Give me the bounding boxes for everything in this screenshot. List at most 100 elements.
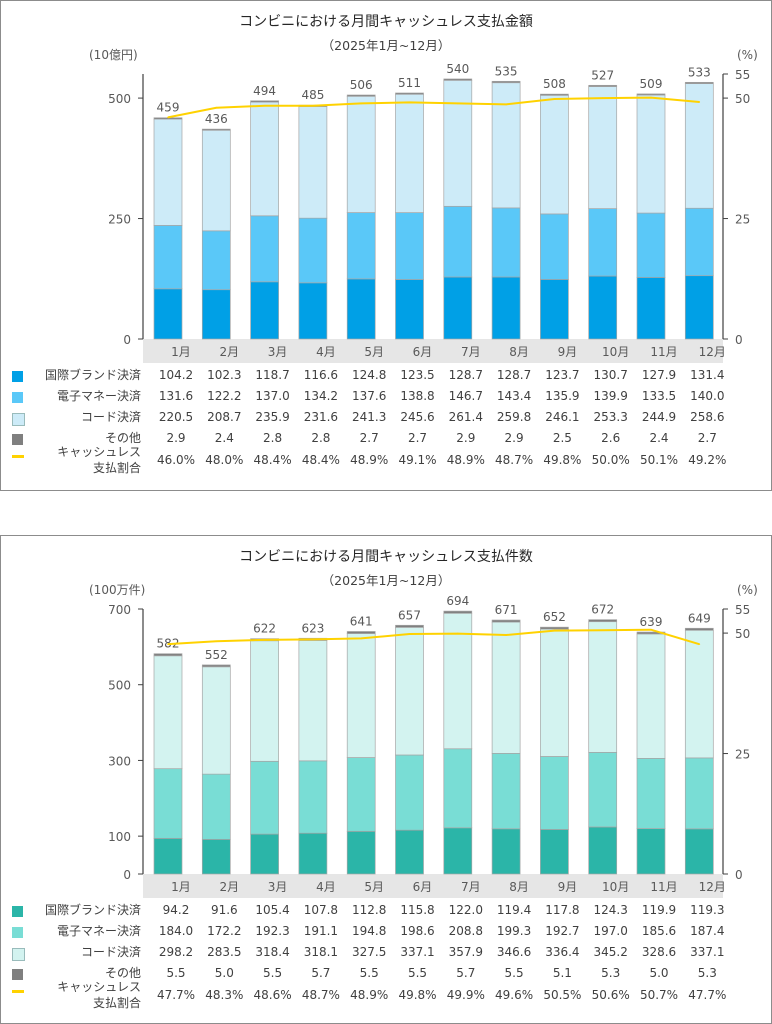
- bar-segment-2: [540, 756, 569, 830]
- table-cell: 298.2: [158, 945, 194, 959]
- bar-segment-3: [684, 83, 714, 209]
- bar-segment-3: [588, 621, 618, 753]
- bar-segment-3: [153, 655, 183, 770]
- bar-segment-4: [395, 92, 424, 95]
- total-label: 506: [350, 78, 373, 92]
- bar-segment-3: [636, 633, 666, 759]
- table-cell: 134.2: [303, 389, 339, 403]
- bar-segment-2: [153, 225, 183, 290]
- ratio-point: [553, 629, 556, 632]
- ratio-point: [505, 103, 507, 106]
- legend-swatch: [12, 392, 23, 403]
- y-axis-unit: (100万件): [89, 583, 145, 597]
- category-label: 11月: [650, 880, 677, 894]
- category-label: 5月: [364, 345, 384, 359]
- category-label: 3月: [268, 345, 288, 359]
- category-label: 7月: [461, 345, 481, 359]
- category-label: 5月: [364, 880, 384, 894]
- table-cell: 2.8: [263, 431, 283, 445]
- table-cell: 2.9: [166, 431, 186, 445]
- y2-tick-label: 0: [735, 868, 743, 882]
- table-cell: 208.8: [448, 924, 483, 938]
- table-cell: 2.9: [456, 431, 476, 445]
- bar-segment-1: [346, 830, 376, 875]
- bar-segment-2: [684, 757, 714, 830]
- table-cell: 192.7: [545, 924, 580, 938]
- bar-segment-1: [201, 838, 231, 875]
- ratio-point: [167, 116, 169, 119]
- total-label: 622: [253, 622, 276, 636]
- table-cell: 5.1: [552, 966, 572, 980]
- bar-segment-1: [298, 282, 328, 340]
- table-cell: 187.4: [690, 924, 725, 938]
- legend-swatch: [12, 927, 23, 938]
- bar-segment-1: [395, 829, 424, 875]
- table-cell: 2.4: [649, 431, 669, 445]
- bar-segment-3: [250, 101, 279, 217]
- category-label: 9月: [558, 345, 578, 359]
- bar-segment-2: [346, 757, 376, 832]
- table-cell-ratio: 48.9%: [350, 988, 389, 1002]
- y2-tick-label: 50: [735, 627, 750, 641]
- y2-axis-unit: (%): [737, 48, 758, 62]
- bar-segment-3: [153, 118, 183, 226]
- table-cell-ratio: 48.9%: [350, 453, 389, 467]
- bar-segment-2: [684, 207, 714, 277]
- bar-segment-3: [298, 106, 328, 219]
- y2-tick-label: 25: [735, 748, 750, 762]
- table-cell: 336.4: [545, 945, 580, 959]
- total-label: 509: [640, 77, 663, 91]
- series-label: その他: [104, 431, 141, 445]
- bar-segment-1: [250, 281, 279, 340]
- table-cell: 124.8: [352, 368, 387, 382]
- bar-segment-1: [298, 832, 328, 875]
- table-cell-ratio: 50.6%: [591, 988, 630, 1002]
- total-label: 511: [398, 76, 421, 90]
- bar-segment-3: [588, 86, 618, 209]
- bar-segment-3: [636, 94, 666, 214]
- table-cell: 5.5: [166, 966, 186, 980]
- total-label: 649: [688, 611, 711, 625]
- table-cell: 259.8: [496, 410, 532, 424]
- table-cell: 345.2: [593, 945, 628, 959]
- table-cell: 5.5: [263, 966, 283, 980]
- ratio-point: [215, 106, 218, 109]
- ratio-point: [263, 639, 266, 641]
- y2-tick-label: 50: [735, 92, 750, 106]
- bar-segment-4: [346, 631, 376, 634]
- bar-segment-3: [346, 633, 376, 758]
- table-cell: 337.1: [690, 945, 725, 959]
- y-tick-label: 500: [108, 679, 131, 693]
- table-cell: 119.3: [690, 903, 725, 917]
- total-label: 652: [543, 610, 566, 624]
- bar-segment-2: [298, 217, 328, 284]
- table-cell-ratio: 48.9%: [446, 453, 485, 467]
- table-cell: 131.4: [690, 368, 725, 382]
- table-cell: 94.2: [162, 903, 190, 917]
- table-cell-ratio: 48.7%: [495, 453, 534, 467]
- series-label: コード決済: [80, 410, 141, 424]
- table-cell: 2.4: [214, 431, 234, 445]
- category-label: 8月: [509, 345, 529, 359]
- table-cell-ratio: 48.3%: [205, 988, 244, 1002]
- category-label: 8月: [509, 880, 529, 894]
- table-cell: 124.3: [593, 903, 628, 917]
- table-cell: 112.8: [352, 903, 387, 917]
- table-cell: 5.5: [407, 966, 428, 980]
- table-cell: 244.9: [641, 410, 677, 424]
- category-label: 10月: [602, 880, 629, 894]
- table-cell-ratio: 46.0%: [156, 453, 196, 467]
- legend-swatch: [12, 413, 25, 426]
- table-cell: 184.0: [158, 924, 194, 938]
- table-cell: 139.9: [593, 389, 628, 403]
- total-label: 527: [591, 68, 614, 82]
- table-cell: 357.9: [448, 945, 483, 959]
- line-series-label-1: キャッシュレス: [57, 445, 141, 459]
- table-cell: 2.7: [407, 431, 428, 445]
- table-cell-ratio: 50.7%: [639, 988, 679, 1002]
- table-cell: 91.6: [210, 903, 238, 917]
- ratio-point: [167, 643, 169, 645]
- y2-tick-label: 25: [735, 213, 750, 227]
- table-cell: 143.4: [496, 389, 532, 403]
- total-label: 639: [640, 615, 663, 629]
